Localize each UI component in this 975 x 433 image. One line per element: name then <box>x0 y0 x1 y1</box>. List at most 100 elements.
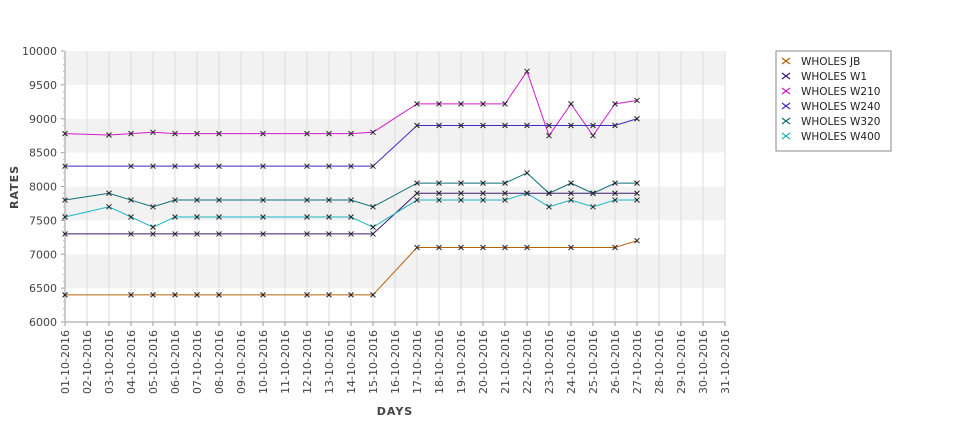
data-point <box>458 122 464 129</box>
data-point <box>568 197 574 203</box>
x-tick-label: 17-10-2016 <box>411 330 424 394</box>
x-tick-label: 08-10-2016 <box>213 330 226 394</box>
y-tick-label: 9500 <box>29 79 57 92</box>
data-point <box>172 197 178 203</box>
y-tick-label: 7500 <box>29 214 57 227</box>
data-point <box>260 214 266 220</box>
data-point <box>260 163 266 170</box>
data-point <box>326 231 332 237</box>
data-point <box>260 292 266 298</box>
x-tick-label: 24-10-2016 <box>565 330 578 394</box>
data-point <box>634 237 640 244</box>
x-tick-label: 19-10-2016 <box>455 330 468 394</box>
data-point <box>612 100 618 107</box>
data-point <box>172 214 178 220</box>
x-tick-label: 01-10-2016 <box>59 330 72 394</box>
data-point <box>194 163 200 170</box>
data-point <box>568 100 574 107</box>
data-point <box>260 197 266 203</box>
legend-label: WHOLES W210 <box>801 86 880 98</box>
x-tick-label: 29-10-2016 <box>675 330 688 394</box>
x-tick-label: 25-10-2016 <box>587 330 600 394</box>
data-point <box>524 190 530 197</box>
data-point <box>502 244 508 251</box>
data-point <box>502 190 508 197</box>
data-point <box>304 163 310 170</box>
data-point <box>458 197 464 203</box>
data-point <box>150 163 156 170</box>
data-point <box>370 231 376 237</box>
x-tick-label: 03-10-2016 <box>103 330 116 394</box>
data-point <box>524 244 530 251</box>
data-point <box>304 214 310 220</box>
data-point <box>62 214 68 220</box>
data-point <box>150 203 156 210</box>
legend-label: WHOLES W240 <box>801 101 880 113</box>
series-line <box>65 118 638 167</box>
x-tick-label: 12-10-2016 <box>301 330 314 394</box>
data-point <box>546 203 552 210</box>
data-point <box>348 163 354 170</box>
data-point <box>216 130 222 137</box>
data-point <box>348 231 354 237</box>
data-point <box>62 292 68 298</box>
data-point <box>128 163 134 170</box>
data-point <box>326 197 332 203</box>
data-point <box>612 122 618 129</box>
data-point <box>502 122 508 129</box>
data-point <box>62 197 68 203</box>
x-tick-label: 20-10-2016 <box>477 330 490 394</box>
data-point <box>172 292 178 298</box>
data-point <box>194 231 200 237</box>
y-tick-labels: 6000 6500 7000 7500 8000 8500 9000 9500 10000 <box>22 45 57 329</box>
data-point <box>634 190 640 197</box>
data-point <box>414 122 420 129</box>
x-tick-label: 10-10-2016 <box>257 330 270 394</box>
data-point <box>414 100 420 107</box>
data-point <box>62 231 68 237</box>
data-point <box>546 122 552 129</box>
data-point <box>304 231 310 237</box>
data-point <box>304 130 310 137</box>
data-point <box>568 244 574 251</box>
legend-item: WHOLES W320 <box>781 116 880 128</box>
data-point <box>348 197 354 203</box>
data-point <box>458 190 464 197</box>
x-tick-label: 18-10-2016 <box>433 330 446 394</box>
data-point <box>62 130 68 137</box>
data-point <box>458 100 464 107</box>
data-point <box>480 122 486 129</box>
data-point <box>436 122 442 129</box>
x-tick-label: 28-10-2016 <box>653 330 666 394</box>
data-point <box>480 197 486 203</box>
data-point <box>502 180 508 186</box>
data-point <box>128 197 134 203</box>
x-tick-label: 15-10-2016 <box>367 330 380 394</box>
y-axis-label: RATES <box>8 165 21 209</box>
data-point <box>150 129 156 136</box>
data-point <box>436 100 442 107</box>
data-point <box>502 100 508 107</box>
legend-item: WHOLES W210 <box>781 86 880 98</box>
data-point <box>634 115 640 122</box>
data-point <box>436 190 442 197</box>
series-points <box>62 68 640 298</box>
x-axis-label: DAYS <box>377 405 413 418</box>
y-tick-label: 6000 <box>29 316 57 329</box>
data-point <box>260 231 266 237</box>
x-tick-label: 07-10-2016 <box>191 330 204 394</box>
legend-label: WHOLES JB <box>801 56 860 68</box>
x-tick-label: 04-10-2016 <box>125 330 138 394</box>
data-point <box>524 170 530 176</box>
legend-item: WHOLES JB <box>781 56 860 68</box>
data-point <box>590 122 596 129</box>
data-point <box>348 214 354 220</box>
legend-box <box>775 50 892 152</box>
data-point <box>106 190 112 197</box>
data-point <box>326 130 332 137</box>
data-point <box>348 130 354 137</box>
x-tick-label: 05-10-2016 <box>147 330 160 394</box>
data-point <box>62 163 68 170</box>
data-point <box>150 224 156 231</box>
data-point <box>480 180 486 186</box>
